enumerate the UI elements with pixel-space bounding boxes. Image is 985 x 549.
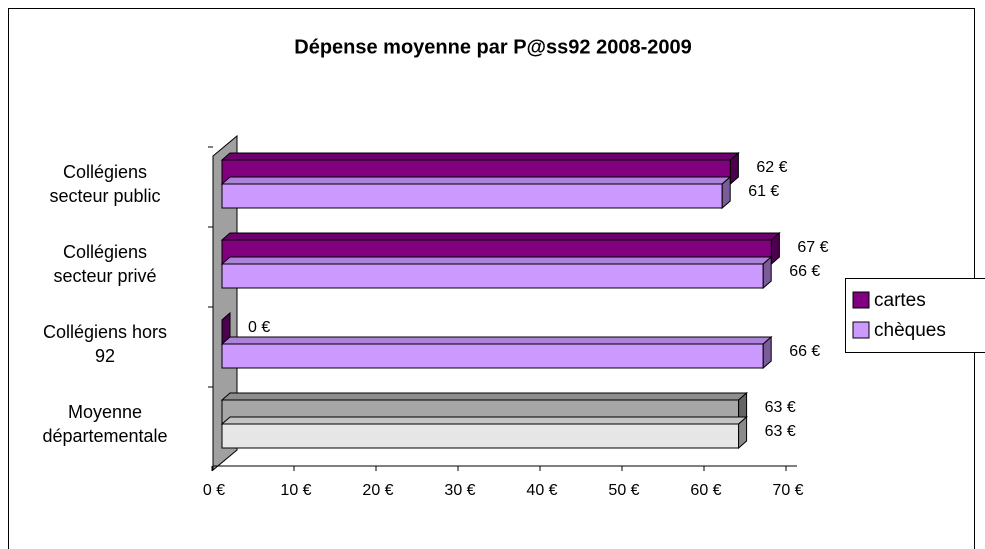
bar-side (738, 415, 748, 450)
bar-top (220, 336, 773, 345)
value-label: 62 € (756, 159, 787, 176)
bar-top (220, 392, 748, 401)
bar-top (220, 232, 781, 241)
bar-side (770, 231, 780, 266)
value-label: 66 € (789, 343, 820, 360)
value-label: 63 € (765, 399, 796, 416)
wall (212, 134, 238, 472)
x-tick-label: 50 € (608, 482, 639, 499)
bar (221, 343, 764, 369)
legend-swatch (852, 321, 870, 339)
value-label: 61 € (748, 183, 779, 200)
bar-side (762, 255, 772, 290)
y-tick-label: Collégiens secteur public (49, 162, 161, 206)
bar-side (721, 175, 731, 210)
x-tick-label: 30 € (444, 482, 475, 499)
bar-top (220, 152, 740, 161)
bar-top (220, 416, 748, 425)
value-label: 67 € (797, 239, 828, 256)
y-tick-label: Moyenne départementale (42, 402, 168, 446)
x-tick-label: 40 € (526, 482, 557, 499)
value-label: 0 € (248, 319, 270, 336)
bar-side (729, 151, 739, 186)
legend-swatch (852, 291, 870, 309)
chart-title: Dépense moyenne par P@ss92 2008-2009 (294, 36, 692, 58)
bar (221, 183, 723, 209)
bar (221, 423, 740, 449)
bar-top (220, 176, 732, 185)
legend-label: cartes (874, 290, 926, 311)
legend (845, 278, 985, 353)
value-label: 63 € (765, 423, 796, 440)
y-tick-label: Collégiens secteur privé (53, 242, 157, 286)
bar-side (762, 335, 772, 370)
x-tick-label: 70 € (772, 482, 803, 499)
x-tick-label: 10 € (280, 482, 311, 499)
bar-top (220, 256, 773, 265)
bar (221, 263, 764, 289)
x-tick-label: 60 € (690, 482, 721, 499)
x-tick-label: 20 € (362, 482, 393, 499)
value-label: 66 € (789, 263, 820, 280)
legend-label: chèques (874, 320, 946, 341)
x-tick-label: 0 € (203, 482, 225, 499)
y-tick-label: Collégiens hors 92 (42, 322, 168, 366)
